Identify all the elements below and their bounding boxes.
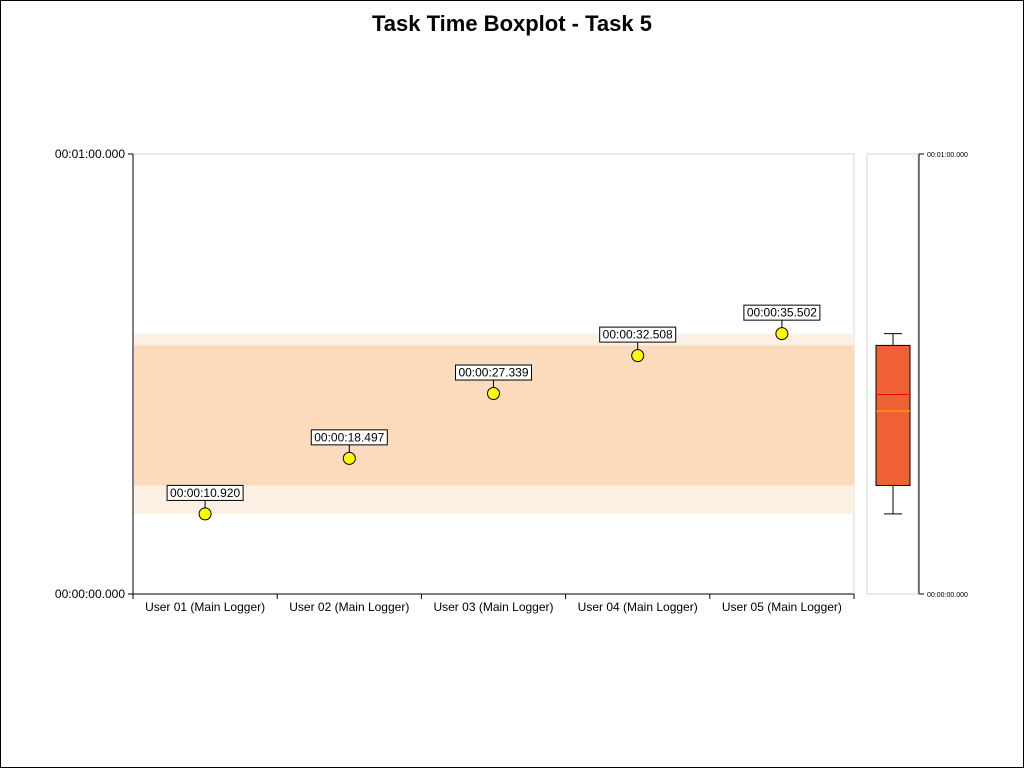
point-label: 00:00:27.339 bbox=[458, 366, 528, 380]
point-label: 00:00:35.502 bbox=[747, 306, 817, 320]
point-label-box bbox=[743, 304, 821, 321]
y-tick-label: 00:00:00.000 bbox=[55, 587, 125, 601]
data-point bbox=[198, 507, 212, 521]
point-label-box bbox=[310, 429, 388, 446]
boxplot-tick-label: 00:00:00.000 bbox=[927, 592, 968, 599]
point-label: 00:00:18.497 bbox=[314, 430, 384, 444]
data-point bbox=[631, 349, 645, 363]
point-label-box bbox=[455, 364, 532, 381]
x-tick-label: User 05 (Main Logger) bbox=[722, 600, 842, 614]
data-point bbox=[342, 451, 356, 465]
data-point bbox=[775, 327, 789, 341]
box bbox=[875, 344, 911, 486]
y-tick-label: 00:01:00.000 bbox=[55, 147, 125, 161]
chart-title: Task Time Boxplot - Task 5 bbox=[372, 11, 652, 36]
point-label: 00:00:32.508 bbox=[603, 328, 673, 342]
x-tick-label: User 02 (Main Logger) bbox=[289, 600, 409, 614]
point-label: 00:00:10.920 bbox=[170, 486, 240, 500]
boxplot-panel: 00:00:00.000 00:01:00.000 bbox=[866, 152, 968, 599]
data-point bbox=[487, 387, 500, 401]
x-tick-label: User 03 (Main Logger) bbox=[433, 600, 553, 614]
point-label-box bbox=[599, 326, 677, 343]
x-tick-label: User 01 (Main Logger) bbox=[145, 600, 265, 614]
main-plot: 00:01:00.000 00:00:00.000 User 01 (Main Lo… bbox=[55, 147, 855, 614]
boxplot-tick-label: 00:01:00.000 bbox=[927, 152, 968, 159]
point-label-box bbox=[166, 484, 244, 501]
x-tick-label: User 04 (Main Logger) bbox=[578, 600, 698, 614]
